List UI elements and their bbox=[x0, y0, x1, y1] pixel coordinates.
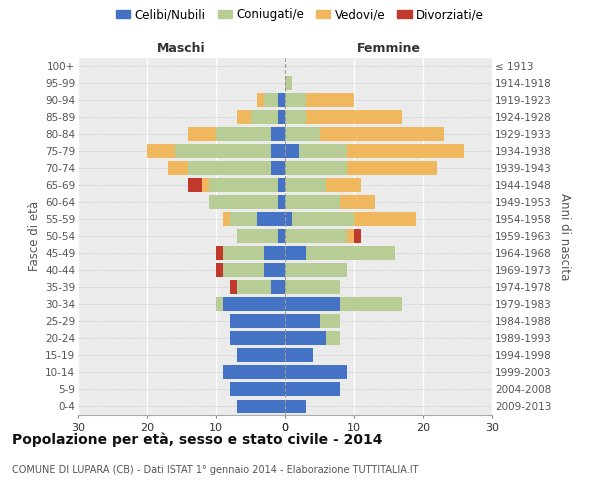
Bar bbox=[347, 161, 437, 175]
Bar bbox=[278, 230, 285, 243]
Bar bbox=[299, 144, 347, 158]
Bar bbox=[271, 127, 285, 141]
Bar bbox=[285, 280, 340, 294]
Bar bbox=[285, 195, 340, 209]
Bar bbox=[265, 93, 278, 107]
Bar bbox=[354, 230, 361, 243]
Bar bbox=[236, 280, 271, 294]
Bar bbox=[285, 144, 299, 158]
Legend: Celibi/Nubili, Coniugati/e, Vedovi/e, Divorziati/e: Celibi/Nubili, Coniugati/e, Vedovi/e, Di… bbox=[111, 4, 489, 26]
Bar bbox=[230, 280, 236, 294]
Bar bbox=[230, 212, 257, 226]
Bar bbox=[147, 144, 175, 158]
Bar bbox=[209, 178, 278, 192]
Bar bbox=[292, 212, 354, 226]
Title: Femmine: Femmine bbox=[356, 42, 421, 55]
Bar bbox=[285, 298, 340, 312]
Y-axis label: Anni di nascita: Anni di nascita bbox=[558, 192, 571, 280]
Title: Maschi: Maschi bbox=[157, 42, 206, 55]
Bar bbox=[236, 110, 251, 124]
Bar bbox=[168, 161, 188, 175]
Bar bbox=[271, 280, 285, 294]
Bar bbox=[237, 230, 278, 243]
Bar bbox=[306, 93, 354, 107]
Bar bbox=[285, 400, 306, 413]
Bar bbox=[265, 264, 285, 278]
Bar bbox=[278, 178, 285, 192]
Bar bbox=[285, 93, 306, 107]
Bar bbox=[285, 110, 306, 124]
Bar bbox=[251, 110, 278, 124]
Bar bbox=[202, 178, 209, 192]
Bar bbox=[354, 212, 416, 226]
Bar bbox=[209, 195, 278, 209]
Bar bbox=[285, 127, 320, 141]
Bar bbox=[236, 348, 285, 362]
Bar bbox=[188, 127, 216, 141]
Bar bbox=[285, 332, 326, 345]
Bar bbox=[340, 195, 374, 209]
Bar bbox=[216, 127, 271, 141]
Bar bbox=[320, 127, 443, 141]
Bar bbox=[216, 298, 223, 312]
Bar bbox=[326, 178, 361, 192]
Y-axis label: Fasce di età: Fasce di età bbox=[28, 201, 41, 272]
Bar bbox=[285, 264, 347, 278]
Bar bbox=[285, 366, 347, 380]
Bar bbox=[223, 246, 265, 260]
Bar bbox=[223, 264, 265, 278]
Bar bbox=[230, 314, 285, 328]
Bar bbox=[278, 93, 285, 107]
Bar bbox=[188, 161, 271, 175]
Bar bbox=[285, 230, 347, 243]
Bar bbox=[285, 76, 292, 90]
Bar bbox=[306, 110, 402, 124]
Bar bbox=[236, 400, 285, 413]
Bar bbox=[265, 246, 285, 260]
Bar bbox=[278, 195, 285, 209]
Bar bbox=[347, 144, 464, 158]
Bar bbox=[257, 93, 265, 107]
Bar bbox=[340, 298, 402, 312]
Bar bbox=[216, 246, 223, 260]
Bar bbox=[216, 264, 223, 278]
Bar bbox=[285, 246, 306, 260]
Bar bbox=[285, 212, 292, 226]
Bar bbox=[175, 144, 271, 158]
Text: Popolazione per età, sesso e stato civile - 2014: Popolazione per età, sesso e stato civil… bbox=[12, 432, 383, 447]
Bar bbox=[320, 314, 340, 328]
Bar bbox=[285, 348, 313, 362]
Bar bbox=[230, 382, 285, 396]
Bar bbox=[271, 161, 285, 175]
Bar bbox=[271, 144, 285, 158]
Bar bbox=[285, 314, 320, 328]
Bar bbox=[230, 332, 285, 345]
Bar bbox=[285, 161, 347, 175]
Bar bbox=[223, 212, 230, 226]
Bar bbox=[188, 178, 202, 192]
Bar bbox=[257, 212, 285, 226]
Bar bbox=[347, 230, 354, 243]
Bar bbox=[306, 246, 395, 260]
Bar bbox=[285, 178, 326, 192]
Bar bbox=[285, 382, 340, 396]
Bar bbox=[278, 110, 285, 124]
Bar bbox=[223, 298, 285, 312]
Bar bbox=[223, 366, 285, 380]
Bar bbox=[326, 332, 340, 345]
Text: COMUNE DI LUPARA (CB) - Dati ISTAT 1° gennaio 2014 - Elaborazione TUTTITALIA.IT: COMUNE DI LUPARA (CB) - Dati ISTAT 1° ge… bbox=[12, 465, 419, 475]
